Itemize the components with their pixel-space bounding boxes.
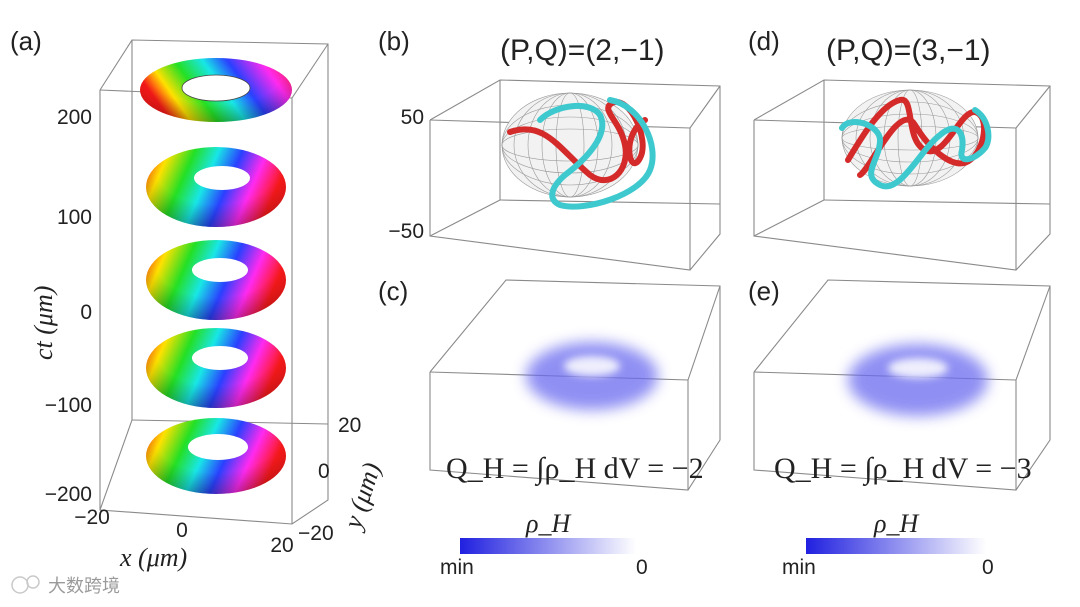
panel-a: (a): [10, 26, 386, 572]
watermark-logo-icon: [11, 576, 29, 594]
colorbar-max-label: 0: [636, 556, 648, 579]
colorbar-e: ρ_H min 0: [782, 509, 994, 579]
colorbar-min-label: min: [782, 556, 816, 579]
z-axis-label: ct (μm): [29, 286, 58, 360]
z-tick-label: 200: [57, 106, 92, 129]
knot-strand-red: [507, 99, 648, 184]
y-tick-label: 0: [318, 460, 330, 483]
torus-5: [146, 418, 286, 494]
panel-c: (c) Q_H = ∫ρ_H dV = −2 ρ_H min 0: [378, 276, 721, 579]
torus-4: [146, 328, 286, 408]
density-torus: [848, 344, 988, 416]
panel-a-label: (a): [10, 26, 42, 56]
b-z-tick: −50: [388, 220, 424, 243]
panel-b-title: (P,Q)=(2,−1): [500, 34, 665, 67]
colorbar-symbol: ρ_H: [873, 509, 919, 538]
knot-strand-cyan: [839, 107, 992, 190]
x-tick-label: −20: [74, 506, 110, 529]
torus-3: [146, 240, 286, 320]
panel-a-x-ticks: −20 0 20: [74, 506, 293, 557]
y-tick-label: −20: [298, 522, 334, 545]
x-axis-label: x (μm): [119, 543, 187, 572]
z-tick-label: −100: [45, 394, 92, 417]
colorbar-gradient: [460, 538, 636, 554]
colorbar-c: ρ_H min 0: [440, 509, 648, 579]
panel-e-equation: Q_H = ∫ρ_H dV = −3: [774, 452, 1032, 487]
z-tick-label: −200: [45, 483, 92, 506]
panel-b: (b) (P,Q)=(2,−1) 50 −50: [378, 26, 721, 271]
y-tick-label: 20: [338, 414, 361, 437]
panel-b-label: (b): [378, 26, 410, 56]
colorbar-gradient: [806, 538, 986, 554]
torus-top: [140, 58, 292, 122]
panel-c-label: (c): [378, 276, 408, 306]
x-tick-label: 20: [270, 534, 293, 557]
panel-e: (e) Q_H = ∫ρ_H dV = −3 ρ_H min 0: [748, 276, 1051, 579]
z-tick-label: 100: [57, 206, 92, 229]
x-tick-label: 0: [176, 519, 188, 542]
watermark: 大数跨境: [11, 575, 120, 596]
panel-d-title: (P,Q)=(3,−1): [826, 34, 991, 67]
z-tick-label: 0: [80, 301, 92, 324]
panel-d-label: (d): [748, 26, 780, 56]
torus-2: [146, 147, 286, 227]
torus-stack: [140, 58, 292, 494]
watermark-text: 大数跨境: [48, 576, 120, 596]
density-torus: [526, 342, 658, 410]
panel-c-equation: Q_H = ∫ρ_H dV = −2: [446, 452, 704, 487]
b-z-tick: 50: [401, 106, 424, 129]
colorbar-symbol: ρ_H: [525, 509, 571, 538]
y-axis-label: y (μm): [337, 459, 386, 535]
panel-e-label: (e): [748, 276, 780, 306]
panel-a-y-ticks: 20 0 −20: [298, 414, 361, 545]
panel-a-z-ticks: 200 100 0 −100 −200: [45, 106, 92, 506]
colorbar-min-label: min: [440, 556, 474, 579]
panel-d: (d) (P,Q)=(3,−1): [748, 26, 1051, 271]
knot-strand-cyan: [537, 97, 656, 210]
colorbar-max-label: 0: [982, 556, 994, 579]
